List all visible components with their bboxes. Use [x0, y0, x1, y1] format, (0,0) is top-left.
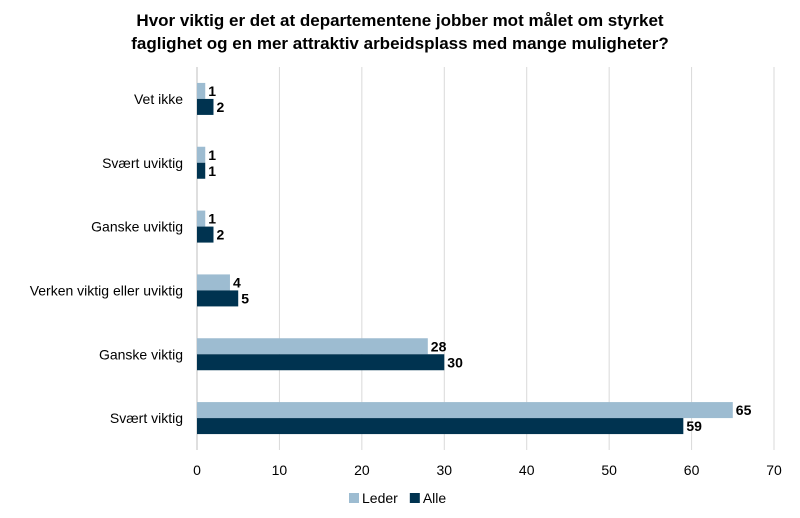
legend-label-alle: Alle: [423, 490, 447, 506]
bar-alle-verken-viktig-eller-uviktig: [197, 290, 239, 307]
legend: Leder Alle: [349, 490, 446, 506]
x-tick-label-50: 50: [601, 462, 617, 478]
category-label-verken-viktig-eller-uviktig: Verken viktig eller uviktig: [30, 282, 183, 298]
bar-alle-svaert-viktig: [197, 418, 684, 435]
legend-swatch-leder: [349, 493, 359, 503]
bar-leder-svaert-uviktig: [197, 146, 206, 163]
category-labels: Vet ikke Svært uviktig Ganske uviktig Verke…: [30, 91, 184, 426]
data-label-alle-ganske-viktig: 30: [447, 354, 463, 370]
data-label-alle-vet-ikke: 2: [216, 99, 224, 115]
bar-alle-ganske-viktig: [197, 354, 445, 371]
data-label-leder-ganske-viktig: 28: [431, 338, 447, 354]
bar-leder-ganske-viktig: [197, 338, 428, 355]
bar-alle-ganske-uviktig: [197, 226, 214, 243]
data-label-leder-svaert-uviktig: 1: [208, 147, 216, 163]
data-label-leder-ganske-uviktig: 1: [208, 211, 216, 227]
bar-leder-verken-viktig-eller-uviktig: [197, 274, 230, 291]
data-label-alle-svaert-viktig: 59: [686, 418, 702, 434]
bar-alle-vet-ikke: [197, 98, 214, 115]
data-label-alle-svaert-uviktig: 1: [208, 163, 216, 179]
chart-title-line-1: Hvor viktig er det at departementene job…: [136, 11, 663, 30]
category-label-svaert-viktig: Svært viktig: [110, 410, 183, 426]
category-label-ganske-viktig: Ganske viktig: [99, 346, 183, 362]
bar-leder-ganske-uviktig: [197, 210, 206, 227]
x-tick-label-10: 10: [272, 462, 288, 478]
category-label-ganske-uviktig: Ganske uviktig: [91, 219, 183, 235]
data-label-leder-verken-viktig-eller-uviktig: 4: [233, 274, 241, 290]
bar-leder-svaert-viktig: [197, 402, 733, 419]
gridlines: [196, 67, 775, 450]
x-axis-tick-labels: 0 10 20 30 40 50 60 70: [193, 462, 782, 478]
data-label-alle-verken-viktig-eller-uviktig: 5: [241, 290, 249, 306]
chart-title-line-2: faglighet og en mer attraktiv arbeidspla…: [131, 34, 669, 53]
data-label-alle-ganske-uviktig: 2: [216, 227, 224, 243]
bars: [197, 82, 733, 435]
bar-alle-svaert-uviktig: [197, 162, 206, 179]
x-tick-label-70: 70: [766, 462, 782, 478]
x-tick-label-20: 20: [354, 462, 370, 478]
category-label-svaert-uviktig: Svært uviktig: [102, 155, 183, 171]
data-label-leder-svaert-viktig: 65: [736, 402, 752, 418]
chart-title: Hvor viktig er det at departementene job…: [131, 11, 669, 53]
legend-swatch-alle: [409, 493, 420, 503]
x-tick-label-0: 0: [193, 462, 201, 478]
bar-leder-vet-ikke: [197, 82, 206, 99]
data-label-leder-vet-ikke: 1: [208, 83, 216, 99]
x-tick-label-30: 30: [436, 462, 452, 478]
x-tick-label-60: 60: [684, 462, 700, 478]
x-tick-label-40: 40: [519, 462, 535, 478]
legend-label-leder: Leder: [362, 490, 398, 506]
category-label-vet-ikke: Vet ikke: [134, 91, 183, 107]
